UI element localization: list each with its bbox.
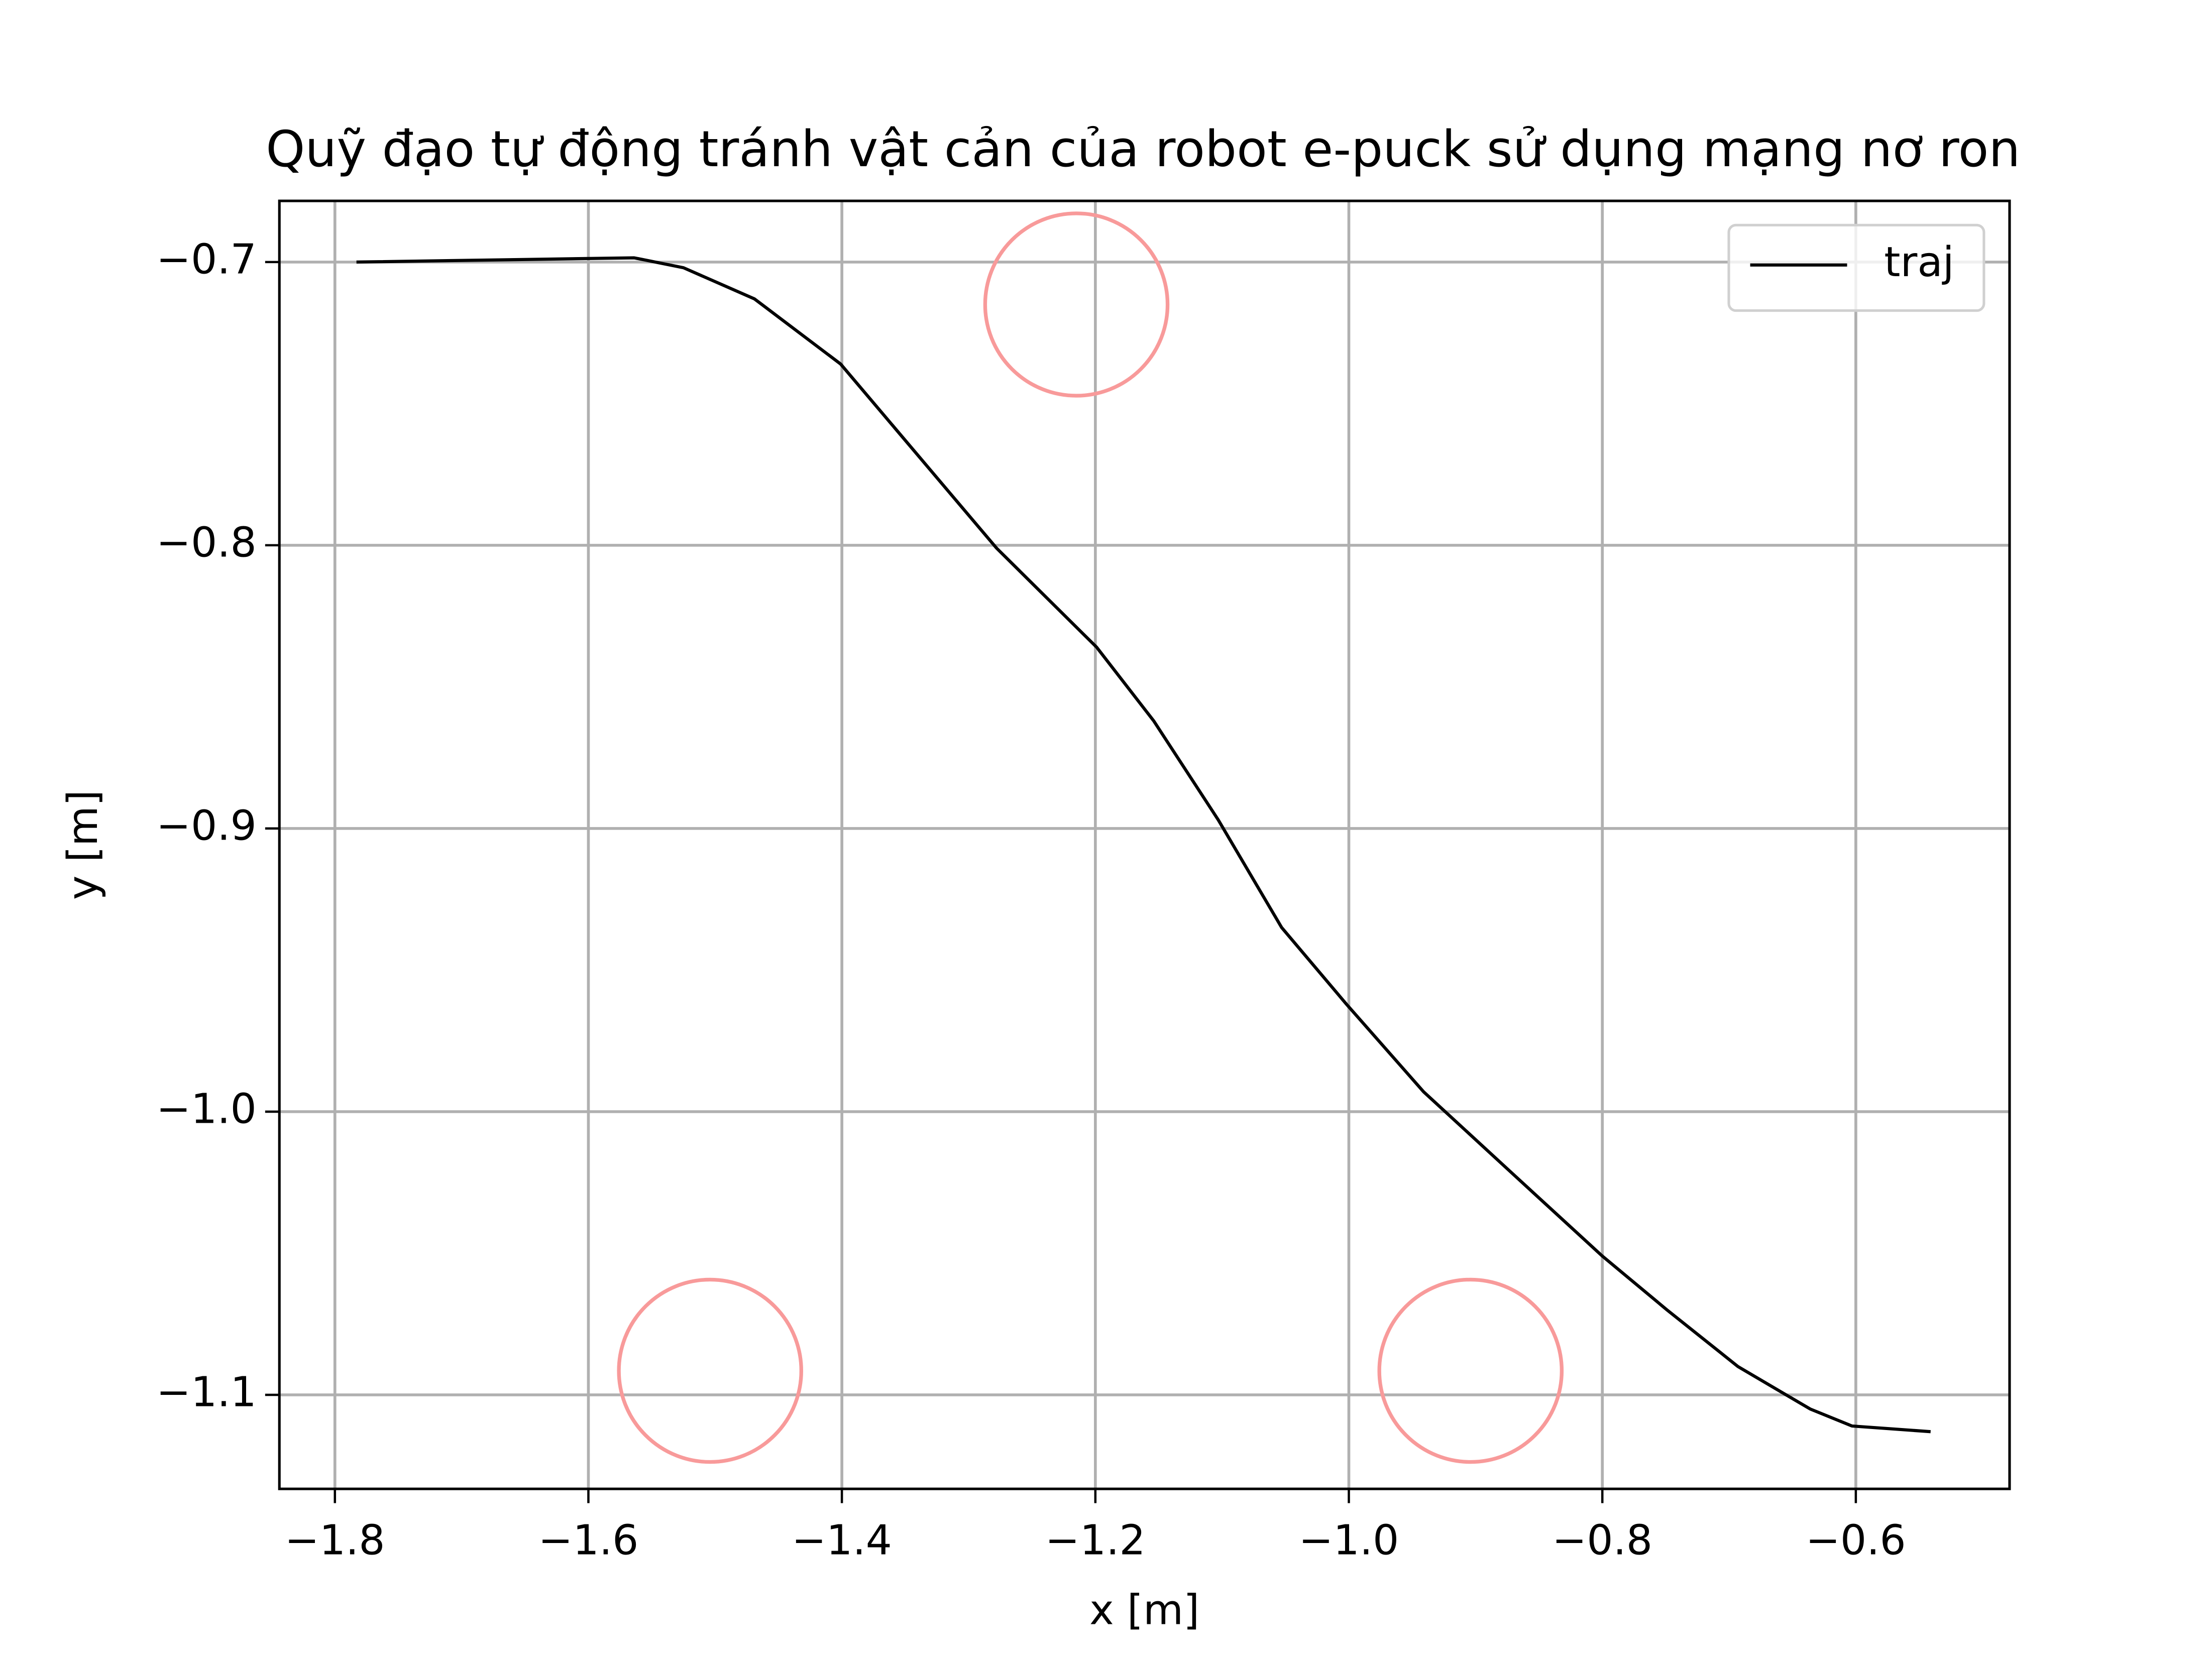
x-tick-label: −0.8 [1552,1516,1652,1564]
x-tick-label: −0.6 [1806,1516,1906,1564]
x-tick-label: −1.0 [1299,1516,1399,1564]
x-tick-label: −1.6 [538,1516,639,1564]
y-tick-label: −1.1 [156,1368,257,1416]
legend-label: traj [1884,239,1954,286]
trajectory-line [356,256,1931,1434]
y-tick-label: −0.9 [156,802,257,850]
x-axis-label: x [m] [1089,1586,1199,1634]
legend-box [1727,223,1985,312]
y-axis-label: y [m] [59,790,107,900]
y-tick-label: −1.0 [156,1085,257,1133]
obstacle [1377,1277,1564,1464]
obstacle [983,211,1170,398]
chart-title: Quỹ đạo tự động tránh vật cản của robot … [266,121,2020,178]
y-tick-label: −0.7 [156,235,257,283]
x-tick-label: −1.4 [792,1516,892,1564]
y-tick-label: −0.8 [156,519,257,566]
x-tick-label: −1.8 [285,1516,385,1564]
plot-frame [278,199,2011,1490]
obstacle [617,1277,804,1464]
x-tick-label: −1.2 [1045,1516,1146,1564]
